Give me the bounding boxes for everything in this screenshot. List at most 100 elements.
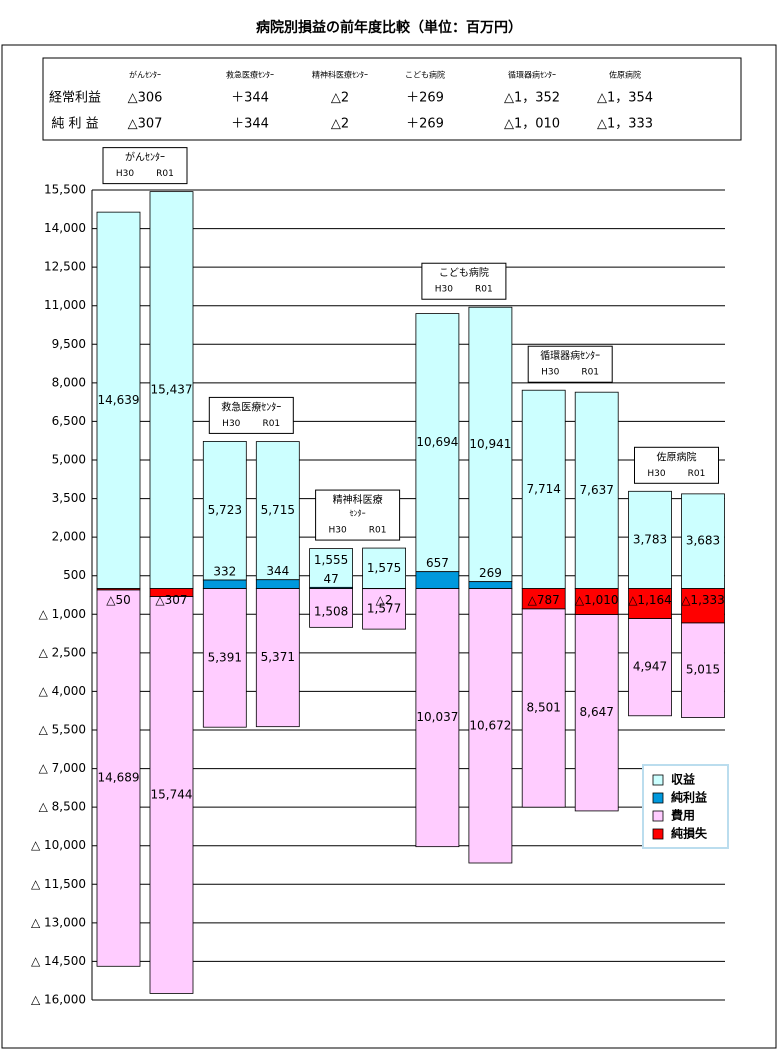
value-label: △307 <box>155 593 187 607</box>
legend-label: 純利益 <box>671 790 707 805</box>
y-tick-label: △ 13,000 <box>31 915 86 929</box>
value-label: 15,437 <box>151 383 193 397</box>
period-label: H30 <box>328 526 346 536</box>
period-label: H30 <box>222 419 240 429</box>
value-label: 7,714 <box>527 482 561 496</box>
revenue-bar <box>309 548 354 588</box>
table-column-header: 佐原病院 <box>609 70 641 80</box>
y-tick-label: △ 16,000 <box>31 993 86 1007</box>
value-label: 8,647 <box>580 705 614 719</box>
profit-bar <box>468 581 513 589</box>
group-box <box>421 262 507 300</box>
legend-swatch <box>652 828 664 840</box>
table-cell: △2 <box>331 91 349 106</box>
value-label: 1,508 <box>314 604 348 618</box>
period-label: H30 <box>116 169 134 179</box>
expense-bar <box>468 588 513 864</box>
period-label: R01 <box>156 169 174 179</box>
expense-bar <box>255 588 300 728</box>
y-tick-label: 5,000 <box>52 453 86 467</box>
value-label: 269 <box>479 566 502 580</box>
period-label: R01 <box>369 526 387 536</box>
table-column-header: 救急医療ｾﾝﾀｰ <box>226 70 274 80</box>
expense-bar <box>521 608 566 808</box>
table-column-header: こども病院 <box>405 70 445 80</box>
period-label: H30 <box>435 285 453 295</box>
legend-swatch <box>652 810 664 822</box>
chart-title: 病院別損益の前年度比較（単位：百万円） <box>256 19 522 36</box>
y-tick-label: 15,500 <box>44 183 86 197</box>
expense-bar <box>96 589 141 967</box>
value-label: 5,715 <box>261 503 295 517</box>
value-label: 10,941 <box>469 437 511 451</box>
table-column-header: 循環器病ｾﾝﾀｰ <box>508 70 556 80</box>
expense-bar <box>574 614 619 812</box>
value-label: 14,639 <box>98 393 140 407</box>
group-name: 佐原病院 <box>657 450 697 463</box>
profit-bar <box>255 579 300 589</box>
group-box <box>208 396 294 434</box>
group-name: がんｾﾝﾀｰ <box>125 151 165 164</box>
table-cell: △2 <box>331 117 349 132</box>
y-tick-label: 3,500 <box>52 491 86 505</box>
value-label: 344 <box>266 564 289 578</box>
profit-bar <box>415 571 460 589</box>
y-tick-label: △ 1,000 <box>39 607 86 621</box>
table-row-label: 経常利益 <box>49 91 101 106</box>
expense-bar <box>149 596 194 994</box>
y-tick-label: △ 14,500 <box>31 954 86 968</box>
expense-bar <box>415 588 460 848</box>
y-tick-label: △ 2,500 <box>39 645 86 659</box>
group-box <box>102 147 188 185</box>
value-label: 657 <box>426 556 449 570</box>
group-box <box>527 345 613 383</box>
frame <box>1 44 777 1049</box>
value-label: △50 <box>106 593 131 607</box>
period-label: R01 <box>688 469 706 479</box>
table-cell: ＋269 <box>406 117 444 132</box>
value-label: 4,947 <box>633 660 667 674</box>
value-label: 5,015 <box>686 663 720 677</box>
revenue-bar <box>202 441 247 581</box>
value-label: 10,672 <box>469 718 511 732</box>
period-label: H30 <box>647 469 665 479</box>
expense-bar <box>362 588 407 630</box>
table-cell: △1，354 <box>597 91 653 106</box>
y-tick-label: 500 <box>63 568 86 582</box>
group-name: 循環器病ｾﾝﾀｰ <box>540 349 600 362</box>
value-label: 10,037 <box>416 710 458 724</box>
y-tick-label: 9,500 <box>52 337 86 351</box>
expense-bar <box>628 618 672 717</box>
revenue-bar <box>468 306 513 583</box>
loss-bar <box>96 588 141 591</box>
y-tick-label: 11,000 <box>44 298 86 312</box>
summary-table <box>42 57 742 141</box>
period-label: H30 <box>541 368 559 378</box>
revenue-bar <box>96 211 141 589</box>
y-tick-label: 8,000 <box>52 375 86 389</box>
value-label: 10,694 <box>416 435 458 449</box>
value-label: 7,637 <box>580 483 614 497</box>
y-tick-label: △ 5,500 <box>39 723 86 737</box>
legend-label: 費用 <box>671 808 695 823</box>
value-label: 47 <box>323 572 338 586</box>
loss-bar <box>681 588 725 624</box>
loss-bar <box>149 588 194 597</box>
period-label: R01 <box>581 368 599 378</box>
loss-bar <box>628 588 672 619</box>
revenue-bar <box>255 441 300 581</box>
table-column-header: がんｾﾝﾀｰ <box>129 70 161 80</box>
table-cell: △307 <box>128 117 163 132</box>
table-cell: △306 <box>128 91 163 106</box>
loss-bar <box>574 588 619 615</box>
revenue-bar <box>362 547 407 589</box>
y-tick-label: △ 10,000 <box>31 838 86 852</box>
table-cell: △1，333 <box>597 117 653 132</box>
table-cell: △1，010 <box>504 117 560 132</box>
table-column-header: 精神科医療ｾﾝﾀｰ <box>312 70 368 80</box>
y-tick-label: 6,500 <box>52 414 86 428</box>
value-label: 5,371 <box>261 650 295 664</box>
value-label: 3,683 <box>686 534 720 548</box>
value-label: 1,555 <box>314 553 348 567</box>
